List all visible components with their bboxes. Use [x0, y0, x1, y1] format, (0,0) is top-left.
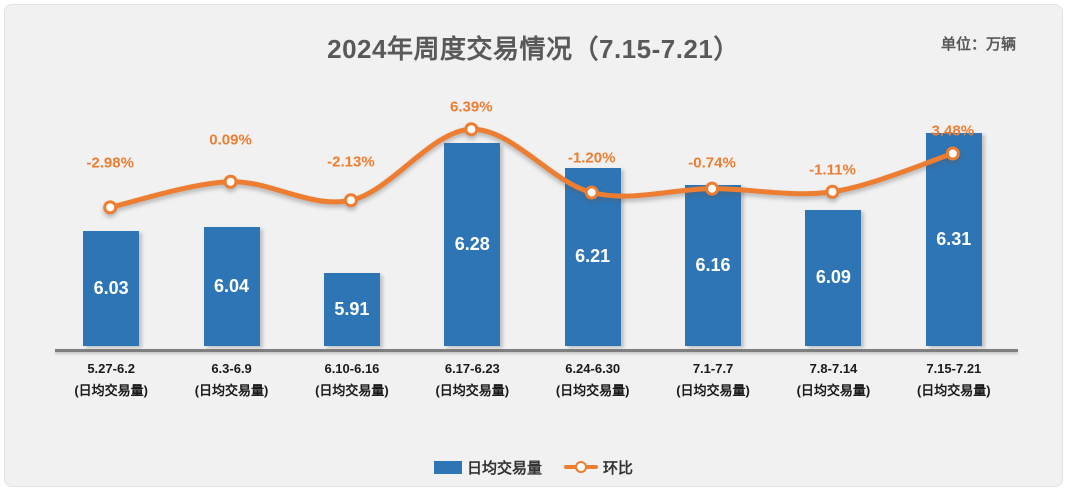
category-sublabel: (日均交易量) — [916, 383, 991, 398]
category-date-range: 6.10-6.16 — [324, 361, 380, 376]
bar-value-label: 6.03 — [93, 277, 129, 298]
bar: 6.28 — [444, 143, 501, 346]
x-axis-line — [55, 349, 1018, 352]
line-point-label: -1.11% — [809, 161, 856, 179]
category-date-range: 5.27-6.2 — [87, 361, 136, 376]
category-date-range: 6.17-6.23 — [444, 361, 500, 376]
unit-label: 单位：万辆 — [940, 36, 1016, 53]
category-sublabel: (日均交易量) — [435, 383, 510, 398]
bar: 6.16 — [685, 185, 742, 346]
bar-swatch-icon — [433, 460, 462, 474]
line-point-label: 3.48% — [931, 122, 975, 139]
category-date-range: 6.3-6.9 — [211, 361, 252, 376]
category-date-range: 6.24-6.30 — [565, 361, 621, 376]
category-label: 7.8-7.14 (日均交易量) — [773, 358, 893, 402]
category-label: 7.1-7.7 (日均交易量) — [653, 358, 773, 402]
bar: 6.21 — [564, 167, 621, 346]
category-label: 5.27-6.2 (日均交易量) — [51, 358, 171, 402]
bar-value-label: 6.16 — [695, 255, 731, 275]
line-marker-icon — [564, 460, 598, 474]
bar: 6.03 — [83, 230, 140, 346]
category-date-range: 7.8-7.14 — [809, 361, 858, 376]
category-sublabel: (日均交易量) — [796, 383, 871, 398]
category-sublabel: (日均交易量) — [315, 383, 389, 398]
bar: 6.31 — [925, 132, 982, 346]
bar-value-label: 6.09 — [815, 267, 851, 288]
legend: 日均交易量 环比 — [5, 456, 1062, 478]
category-label: 6.24-6.30 (日均交易量) — [533, 358, 653, 402]
bar: 6.09 — [805, 209, 862, 346]
legend-bar-item: 日均交易量 — [433, 457, 542, 478]
line-point-label: -1.20% — [567, 149, 616, 166]
category-label: 6.17-6.23 (日均交易量) — [412, 358, 532, 402]
bar-value-label: 5.91 — [334, 298, 370, 319]
bar: 6.04 — [203, 227, 260, 346]
line-point-label: 6.39% — [450, 98, 493, 116]
bar: 5.91 — [323, 272, 380, 346]
chart-title: 2024年周度交易情况（7.15-7.21） — [327, 34, 740, 64]
category-sublabel: (日均交易量) — [74, 383, 149, 398]
bar-value-label: 6.21 — [575, 246, 611, 267]
category-label: 7.15-7.21 (日均交易量) — [894, 358, 1014, 402]
bar-value-label: 6.31 — [936, 228, 972, 249]
legend-line-label: 环比 — [603, 459, 634, 477]
legend-line-item: 环比 — [564, 457, 633, 478]
bar-value-label: 6.04 — [214, 276, 250, 296]
category-date-range: 7.1-7.7 — [692, 361, 734, 376]
line-point-label: -2.13% — [327, 153, 375, 171]
chart-card: 2024年周度交易情况（7.15-7.21） 单位：万辆 日均交易量 环比 6.… — [4, 4, 1063, 487]
category-label: 6.3-6.9 (日均交易量) — [171, 358, 291, 402]
legend-bar-label: 日均交易量 — [466, 459, 542, 477]
category-sublabel: (日均交易量) — [555, 383, 630, 398]
line-point-label: -0.74% — [688, 154, 736, 172]
line-point-label: -2.98% — [86, 154, 134, 172]
category-sublabel: (日均交易量) — [676, 383, 750, 398]
line-point-label: 0.09% — [209, 131, 252, 149]
category-date-range: 7.15-7.21 — [926, 361, 982, 376]
category-sublabel: (日均交易量) — [194, 383, 269, 398]
category-label: 6.10-6.16 (日均交易量) — [292, 358, 412, 402]
bar-value-label: 6.28 — [454, 234, 490, 254]
